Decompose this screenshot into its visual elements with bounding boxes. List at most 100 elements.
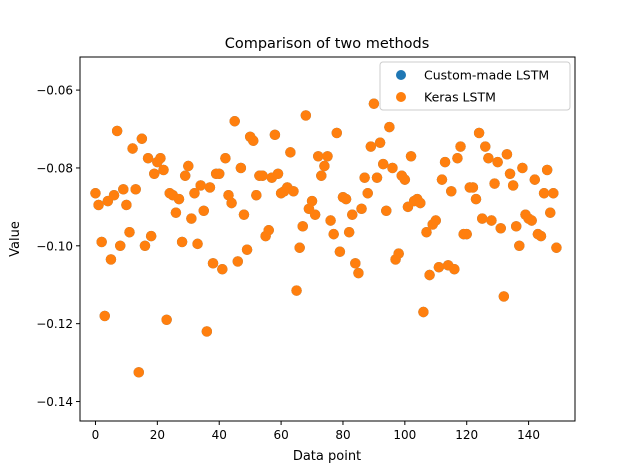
point-series-1-34	[195, 180, 206, 191]
point-series-1-115	[446, 186, 457, 197]
point-series-1-148	[548, 188, 559, 199]
x-tick-label-3: 60	[273, 428, 288, 442]
point-series-1-111	[433, 262, 445, 273]
point-series-1-31	[186, 213, 197, 224]
point-series-1-83	[347, 209, 358, 220]
x-tick-label-0: 0	[92, 428, 100, 442]
plot-area-frame	[79, 56, 576, 422]
point-series-1-86	[356, 203, 367, 215]
y-axis-ticks: −0.14 −0.12 −0.10 −0.08 −0.06	[36, 84, 80, 409]
point-series-1-110	[430, 215, 441, 226]
point-series-1-7	[111, 125, 123, 137]
point-series-1-100	[399, 174, 411, 185]
point-series-1-9	[118, 184, 129, 195]
x-tick-label-5: 100	[393, 428, 416, 442]
point-series-1-15	[136, 133, 148, 144]
point-series-1-36	[201, 326, 213, 337]
point-series-1-63	[285, 147, 296, 158]
legend-marker-keras-lstm	[396, 92, 406, 102]
point-series-1-22	[158, 164, 169, 176]
point-series-1-1	[93, 199, 104, 211]
point-series-1-73	[316, 170, 327, 181]
point-series-1-149	[551, 242, 562, 253]
point-series-1-13	[130, 184, 141, 195]
y-tick-label-0: −0.14	[36, 395, 73, 409]
point-series-1-40	[214, 168, 225, 179]
x-tick-label-1: 20	[150, 428, 165, 442]
point-series-1-138	[517, 162, 528, 174]
point-series-1-136	[511, 221, 522, 232]
point-series-1-81	[340, 193, 352, 205]
point-series-1-89	[365, 141, 377, 152]
point-series-1-44	[226, 197, 237, 209]
point-series-1-126	[480, 141, 491, 152]
point-series-1-12	[127, 143, 138, 154]
point-series-1-135	[507, 180, 519, 191]
point-series-1-141	[526, 215, 537, 226]
point-series-1-108	[424, 269, 435, 281]
point-series-1-84	[350, 258, 361, 269]
point-series-1-66	[294, 242, 305, 253]
point-series-1-112	[436, 174, 448, 185]
point-series-1-8	[115, 240, 126, 252]
point-series-1-70	[306, 195, 318, 207]
point-series-1-3	[99, 310, 110, 322]
point-series-1-51	[248, 135, 259, 146]
point-series-1-144	[535, 230, 547, 242]
point-series-1-65	[291, 285, 302, 296]
point-series-1-123	[470, 193, 482, 205]
point-series-1-118	[455, 141, 466, 152]
point-series-1-127	[483, 153, 494, 164]
y-tick-label-3: −0.08	[36, 161, 73, 175]
point-series-1-52	[251, 190, 262, 201]
x-tick-label-6: 120	[455, 428, 478, 442]
legend-label-keras-lstm: Keras LSTM	[424, 90, 496, 105]
point-series-1-64	[288, 186, 299, 197]
point-series-1-16	[139, 240, 151, 252]
point-series-1-0	[90, 188, 101, 199]
point-series-1-75	[322, 151, 333, 162]
point-series-1-23	[161, 314, 172, 325]
point-series-1-41	[217, 263, 228, 275]
point-series-1-116	[449, 263, 460, 275]
y-tick-label-1: −0.12	[36, 317, 73, 331]
point-series-1-6	[108, 190, 120, 201]
legend: Custom-made LSTM Keras LSTM	[379, 61, 571, 111]
point-series-1-37	[204, 182, 216, 193]
point-series-1-76	[325, 215, 336, 226]
point-series-1-130	[492, 156, 503, 168]
point-series-1-18	[145, 230, 157, 242]
point-series-1-122	[467, 182, 479, 193]
point-series-1-27	[173, 193, 185, 205]
point-series-1-79	[334, 246, 346, 257]
point-series-1-125	[476, 213, 488, 224]
point-series-1-117	[452, 153, 463, 164]
point-series-1-77	[328, 228, 339, 240]
point-series-1-35	[198, 205, 209, 216]
legend-marker-custom-lstm	[396, 70, 406, 80]
point-series-1-91	[371, 172, 383, 183]
point-series-1-38	[207, 258, 219, 269]
y-axis-label: Value	[8, 221, 23, 257]
point-series-1-19	[149, 168, 160, 179]
point-series-1-11	[124, 226, 135, 238]
point-series-1-146	[541, 164, 553, 176]
point-series-1-48	[238, 209, 250, 220]
point-series-1-94	[381, 205, 392, 216]
point-series-1-85	[353, 267, 364, 279]
point-series-1-29	[179, 170, 191, 181]
y-tick-label-4: −0.06	[36, 84, 73, 98]
point-series-1-133	[501, 149, 513, 160]
point-series-1-58	[269, 129, 281, 141]
x-axis-ticks: 0 20 40 60 80 100 120 140	[92, 421, 540, 442]
point-series-1-33	[192, 238, 203, 250]
point-series-1-132	[498, 291, 510, 302]
point-series-1-30	[183, 160, 194, 172]
point-series-1-145	[538, 188, 550, 199]
point-series-1-93	[377, 158, 389, 170]
point-series-1-71	[309, 209, 321, 220]
point-series-1-105	[415, 197, 426, 209]
x-tick-label-4: 80	[335, 428, 350, 442]
point-series-1-147	[545, 207, 556, 218]
point-series-1-120	[461, 228, 472, 240]
